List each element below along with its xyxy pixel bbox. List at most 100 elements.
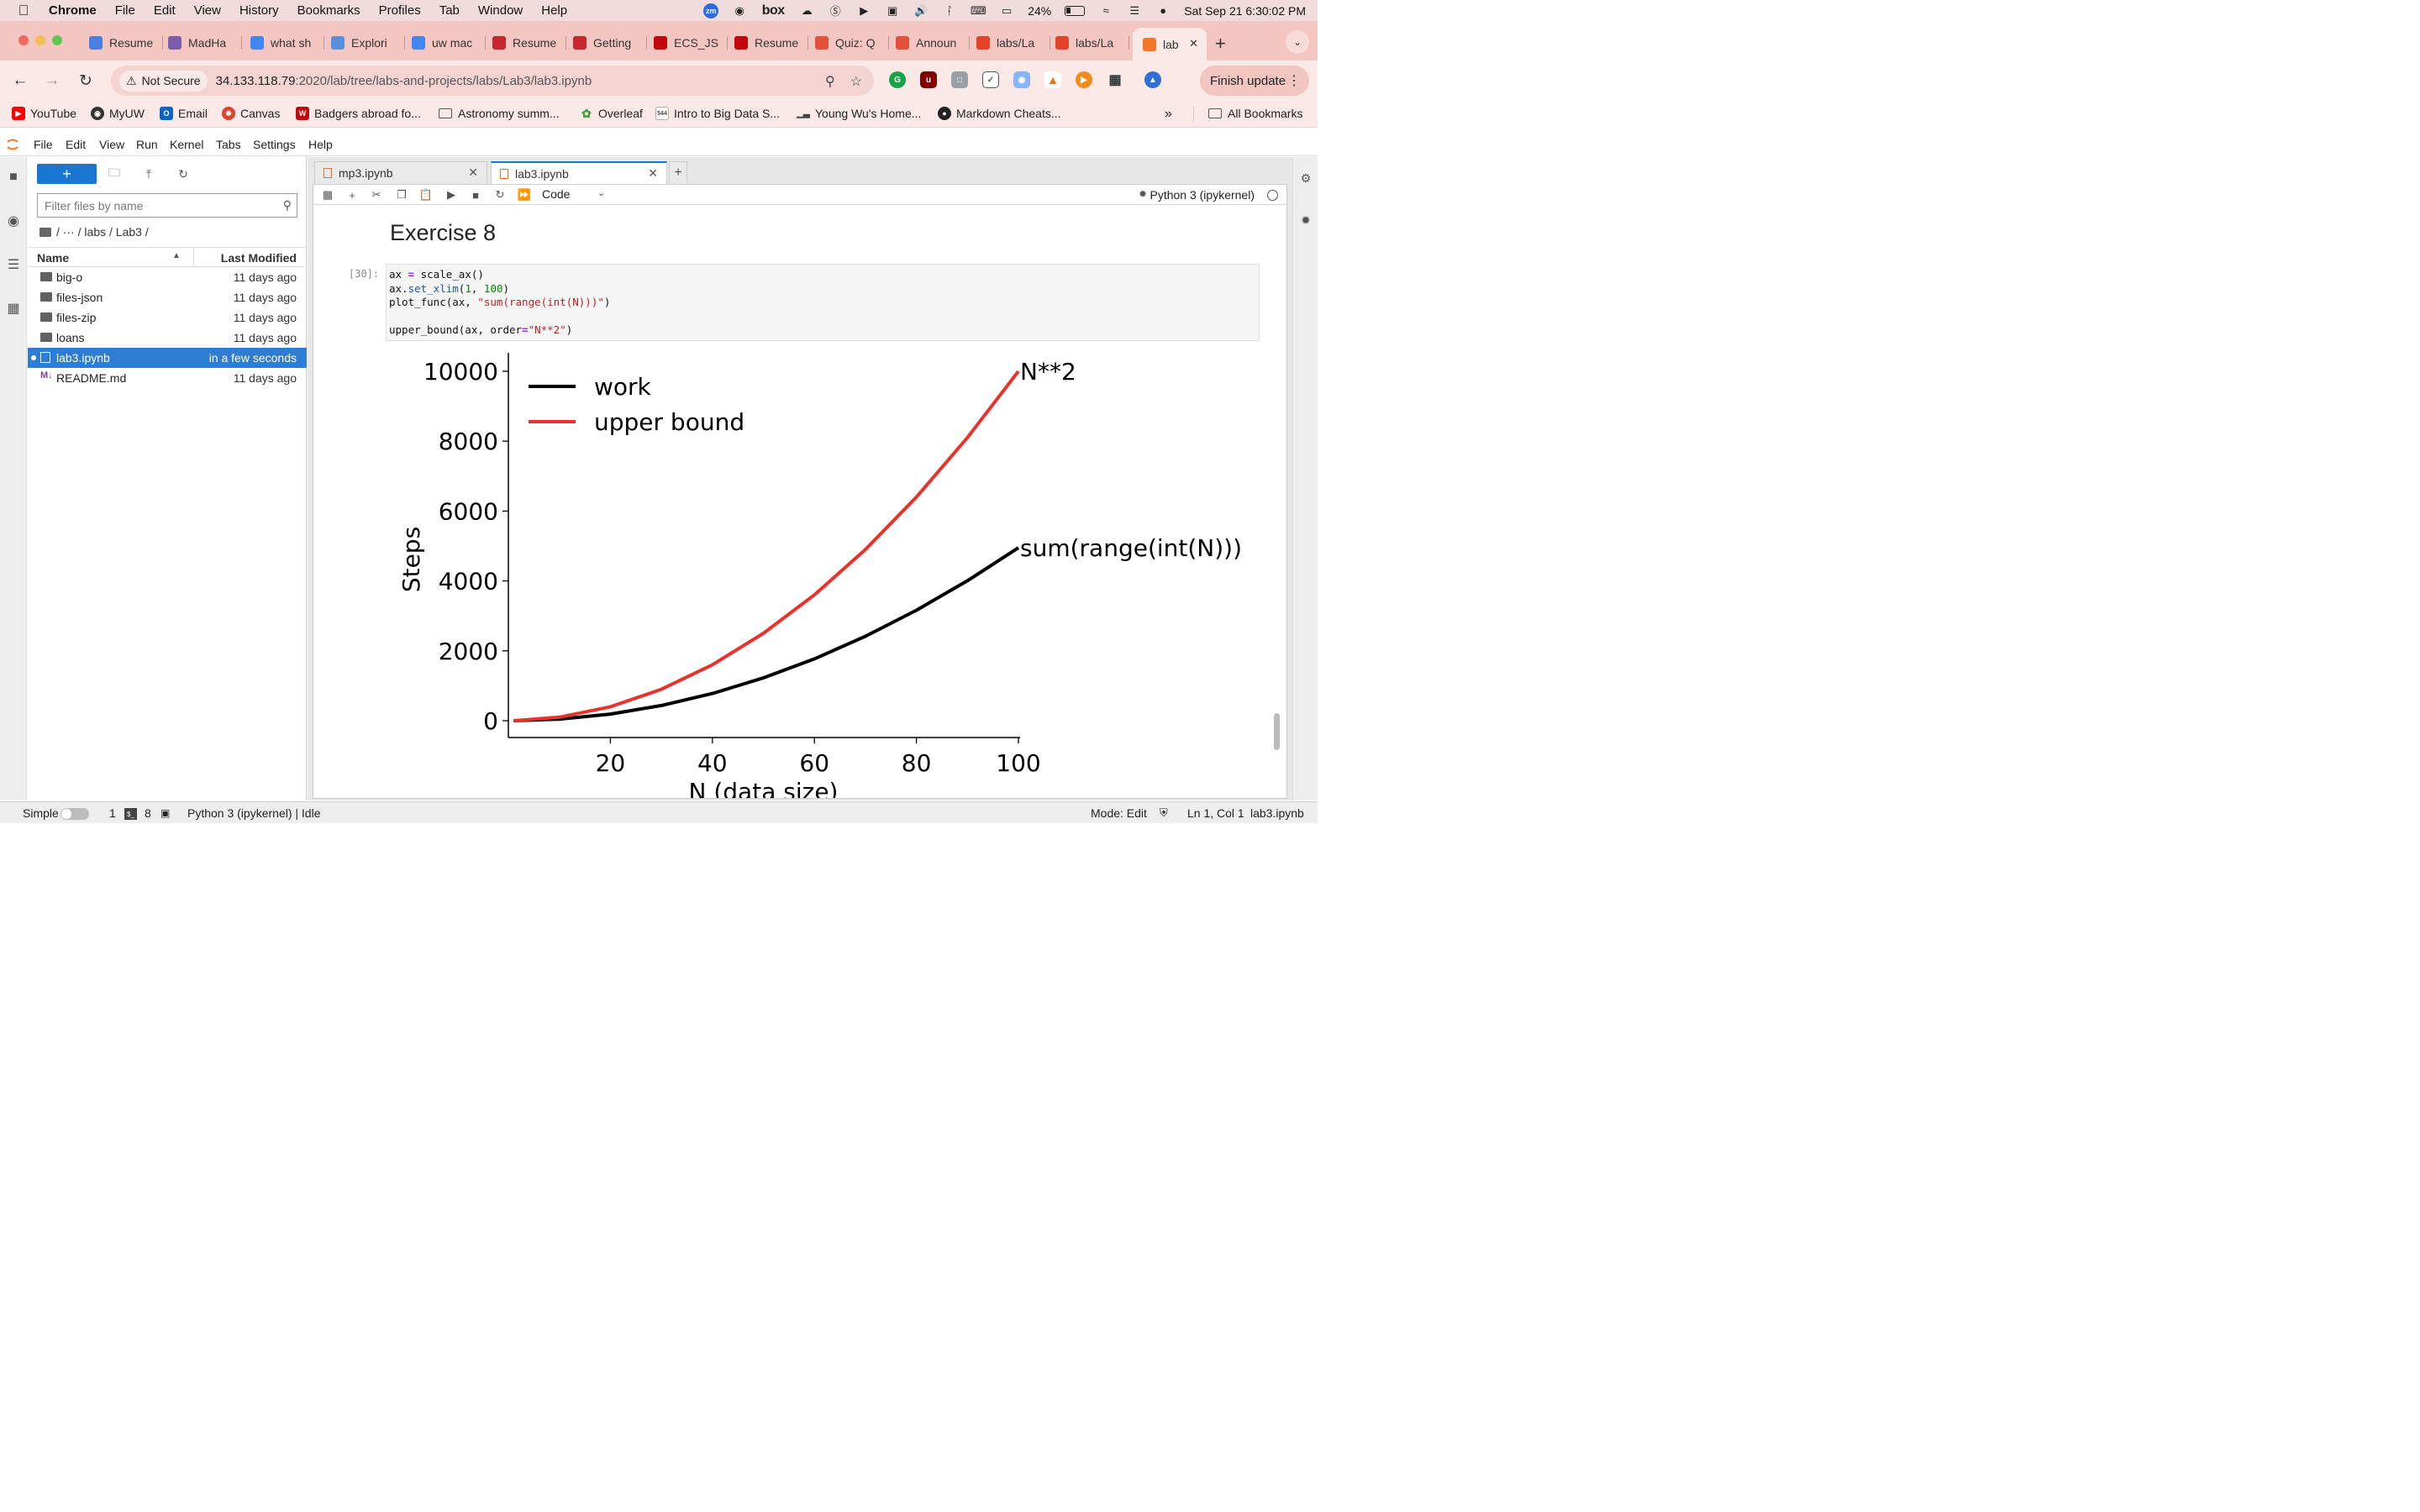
table-of-contents-icon[interactable]: ☰ (7, 258, 20, 272)
chrome-tab[interactable]: MadHa (168, 31, 242, 55)
volume-icon[interactable]: 🔊 (914, 3, 929, 17)
chrome-tab[interactable]: Resume (89, 31, 163, 55)
graduation-cap-icon[interactable]: ▲ (1044, 71, 1061, 88)
kernel-status-text[interactable]: Python 3 (ipykernel) | Idle (187, 806, 321, 820)
filter-files-input[interactable] (45, 198, 271, 213)
menu-history[interactable]: History (239, 3, 279, 18)
stop-icon[interactable]: ■ (472, 188, 479, 202)
fullscreen-window-button[interactable] (52, 35, 62, 45)
bookmark-star-icon[interactable]: ☆ (850, 75, 862, 89)
jupyter-menu-settings[interactable]: Settings (253, 138, 296, 151)
restart-icon[interactable]: ↻ (495, 188, 505, 201)
tab-mp3-ipynb[interactable]: mp3.ipynb ✕ (314, 161, 487, 183)
close-tab-icon[interactable]: ✕ (1189, 37, 1198, 50)
chrome-tab[interactable]: Resume (734, 31, 808, 55)
column-name-header[interactable]: Name (37, 251, 70, 265)
chrome-tab[interactable]: Announ (896, 31, 970, 55)
bookmark-email[interactable]: O Email (160, 107, 208, 120)
cursor-position[interactable]: Ln 1, Col 1 (1187, 806, 1244, 820)
jupyter-menu-tabs[interactable]: Tabs (216, 138, 241, 151)
play-extension-icon[interactable]: ▶ (1076, 71, 1092, 88)
chrome-tab[interactable]: what sh (250, 31, 324, 55)
screen-mirror-icon[interactable]: ▣ (887, 3, 898, 17)
new-folder-icon[interactable]: 🗀 (108, 165, 120, 179)
terminal-count[interactable]: 8 (145, 806, 151, 820)
creative-cloud-icon[interactable]: ☁ (801, 3, 813, 17)
more-bookmarks-chevron-icon[interactable]: » (1165, 107, 1172, 121)
privacy-badger-icon[interactable]: ◉ (1013, 71, 1030, 88)
tab-search-chevron-icon[interactable]: ⌄ (1286, 30, 1309, 54)
bookmark-youtube[interactable]: ▶ YouTube (12, 107, 76, 120)
menu-bookmarks[interactable]: Bookmarks (297, 3, 360, 18)
all-bookmarks[interactable]: All Bookmarks (1208, 107, 1302, 120)
file-row-files-zip[interactable]: files-zip 11 days ago (28, 307, 307, 328)
debugger-icon[interactable]: ✹ (1138, 188, 1147, 200)
file-row-loans[interactable]: loans 11 days ago (28, 328, 307, 348)
siri-icon[interactable]: ● (1160, 4, 1167, 17)
s-circle-icon[interactable]: Ⓢ (829, 5, 841, 18)
bookmark-big-data[interactable]: 544 Intro to Big Data S... (655, 107, 780, 120)
close-tab-icon[interactable]: ✕ (468, 165, 478, 179)
extensions-puzzle-icon[interactable]: ▦ (1108, 73, 1122, 87)
finish-update-button[interactable]: Finish update ⋮ (1200, 66, 1309, 96)
file-row-files-json[interactable]: files-json 11 days ago (28, 287, 307, 307)
bookmark-markdown[interactable]: ● Markdown Cheats... (938, 107, 1061, 120)
upload-icon[interactable]: ⤒ (145, 166, 152, 181)
bookmark-badgers-abroad[interactable]: W Badgers abroad fo... (296, 107, 421, 120)
wifi-icon[interactable]: ≈ (1102, 4, 1109, 17)
chrome-tab[interactable]: Quiz: Q (815, 31, 889, 55)
menu-window[interactable]: Window (477, 3, 523, 18)
menu-tab[interactable]: Tab (439, 3, 460, 18)
ublock-icon[interactable]: u (920, 71, 937, 88)
chrome-tab[interactable]: Explori (331, 31, 405, 55)
file-row-lab3-ipynb[interactable]: lab3.ipynb in a few seconds (28, 348, 307, 368)
copy-icon[interactable]: ❐ (397, 188, 407, 201)
reload-icon[interactable]: ↻ (79, 71, 92, 90)
jupyter-menu-edit[interactable]: Edit (66, 138, 87, 151)
jupyter-menu-kernel[interactable]: Kernel (170, 138, 204, 151)
close-tab-icon[interactable]: ✕ (648, 166, 658, 180)
chrome-tab[interactable]: labs/La (1055, 31, 1129, 55)
run-icon[interactable]: ▶ (447, 188, 455, 201)
code-cell-editor[interactable]: ax = scale_ax() ax.set_xlim(1, 100) plot… (386, 264, 1260, 341)
minimize-window-button[interactable] (35, 35, 45, 45)
forward-arrow-icon[interactable]: → (44, 71, 60, 89)
menu-app-name[interactable]: Chrome (49, 3, 97, 18)
filter-files-field[interactable]: ⚲ (37, 193, 297, 218)
battery-icon[interactable] (1065, 5, 1086, 16)
bookmark-canvas[interactable]: ❋ Canvas (222, 107, 280, 120)
profile-avatar-icon[interactable]: ▲ (1144, 71, 1161, 88)
refresh-icon[interactable]: ↻ (178, 166, 188, 181)
bookmark-overleaf[interactable]: ✿ Overleaf (580, 107, 643, 121)
url-text[interactable]: 34.133.118.79:2020/lab/tree/labs-and-pro… (216, 74, 592, 88)
display-icon[interactable]: ▭ (1002, 3, 1013, 17)
menu-view[interactable]: View (193, 3, 221, 18)
address-bar[interactable]: ⚠ Not Secure 34.133.118.79:2020/lab/tree… (111, 66, 874, 96)
copy-extension-icon[interactable]: □ (951, 71, 968, 88)
grammarly-icon[interactable]: G (889, 71, 906, 88)
bookmark-young-wu[interactable]: ▁▃ Young Wu's Home... (797, 107, 921, 120)
chrome-tab[interactable]: Resume (492, 31, 566, 55)
close-window-button[interactable] (18, 35, 29, 45)
clock[interactable]: Sat Sep 21 6:30:02 PM (1184, 3, 1306, 18)
simple-mode-toggle[interactable] (60, 808, 89, 820)
chevron-down-icon[interactable]: ⌄ (597, 188, 606, 198)
bluetooth-icon[interactable]: ᛛ (946, 4, 954, 17)
debugger-icon[interactable]: ✹ (1301, 213, 1311, 227)
keyboard-icon[interactable]: ⌨ (970, 3, 986, 17)
breadcrumb-path[interactable]: / ··· / labs / Lab3 / (56, 225, 149, 239)
bookmark-astronomy[interactable]: Astronomy summ... (439, 107, 560, 120)
bookmark-myuw[interactable]: ◉ MyUW (91, 107, 145, 120)
globe-icon[interactable]: ◉ (734, 3, 744, 17)
file-row-readme-md[interactable]: M↓ README.md 11 days ago (28, 368, 307, 388)
chrome-tab[interactable]: uw mac (412, 31, 486, 55)
column-modified-header[interactable]: Last Modified (220, 251, 297, 265)
notebook-scrollbar-thumb[interactable] (1274, 713, 1280, 750)
jupyter-menu-help[interactable]: Help (308, 138, 333, 151)
back-arrow-icon[interactable]: ← (12, 71, 29, 89)
sort-ascending-icon[interactable]: ▲ (172, 251, 181, 260)
new-tab-button[interactable]: + (1215, 33, 1226, 54)
running-kernels-icon[interactable]: ◉ (8, 214, 19, 228)
column-divider[interactable] (193, 248, 194, 266)
jupyter-menu-run[interactable]: Run (136, 138, 158, 151)
